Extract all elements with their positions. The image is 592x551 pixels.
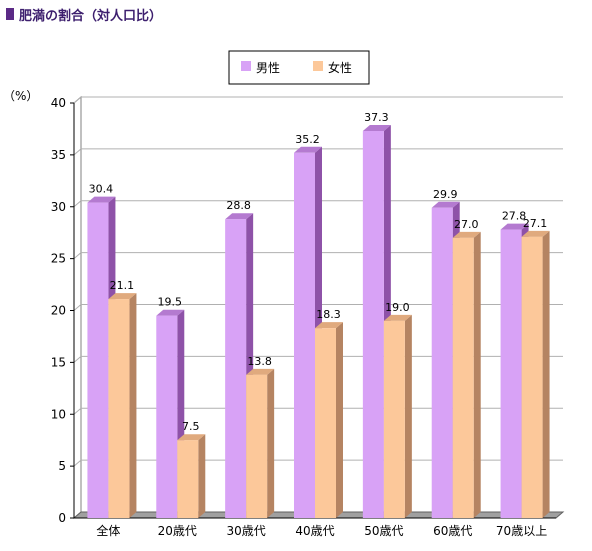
- y-tick-label: 35: [51, 148, 66, 162]
- bar-female: [452, 237, 474, 518]
- bar-male: [294, 152, 315, 519]
- y-tick-label: 30: [51, 200, 66, 214]
- y-axis-label: （%）: [3, 89, 38, 103]
- y-tick-label: 10: [51, 407, 66, 421]
- bar-top-male: [225, 213, 254, 220]
- data-label-male: 28.8: [226, 199, 251, 212]
- bar-male: [225, 219, 247, 518]
- bar-top-female: [315, 322, 343, 329]
- bar-male: [156, 315, 178, 518]
- title-marker-icon: [6, 8, 14, 20]
- bar-top-male: [362, 125, 391, 132]
- bar-side-female: [198, 434, 206, 518]
- data-label-female: 27.0: [454, 218, 479, 231]
- x-tick-label: 40歳代: [295, 524, 334, 538]
- data-label-male: 37.3: [364, 111, 389, 124]
- bar-top-male: [431, 201, 460, 208]
- legend: 男性 女性: [228, 50, 370, 85]
- y-tick-label: 25: [51, 252, 66, 266]
- bar-side-female: [473, 231, 481, 518]
- data-label-male: 19.5: [158, 296, 183, 309]
- legend-swatch-male: [241, 61, 251, 71]
- bar-side-female: [336, 322, 343, 518]
- bar-female: [108, 299, 130, 518]
- gridline: [73, 96, 82, 104]
- bar-top-female: [521, 230, 550, 237]
- legend-label-female: 女性: [328, 60, 352, 75]
- y-tick-label: 5: [58, 459, 66, 473]
- y-tick-label: 40: [51, 96, 66, 110]
- y-tick-label: 15: [51, 355, 66, 369]
- bar-side-female: [129, 293, 137, 518]
- data-label-female: 18.3: [316, 308, 341, 321]
- legend-label-male: 男性: [256, 61, 280, 75]
- gridline: [73, 459, 82, 467]
- gridline: [73, 200, 82, 208]
- axis-layer: 0 5 10 15 20 25 30 35 40: [51, 96, 556, 525]
- y-tick-label: 0: [58, 511, 66, 525]
- bar-top-female: [452, 231, 481, 238]
- bar-top-male: [500, 223, 529, 230]
- x-tick-label: 30歳代: [227, 524, 266, 538]
- gridline: [73, 148, 82, 156]
- bars-layer: [87, 125, 550, 519]
- x-tick-label: 全体: [96, 523, 120, 538]
- data-label-male: 27.8: [502, 210, 527, 223]
- bar-female: [177, 440, 199, 518]
- data-label-female: 19.0: [385, 301, 410, 314]
- data-label-female: 21.1: [110, 279, 135, 292]
- gridline: [73, 304, 82, 311]
- x-tick-label: 50歳代: [364, 524, 403, 538]
- legend-box: [228, 50, 370, 85]
- bar-top-male: [156, 309, 185, 316]
- bar-female: [383, 320, 405, 518]
- bar-top-male: [87, 196, 116, 203]
- gridline: [73, 252, 82, 260]
- data-label-male: 30.4: [89, 183, 114, 196]
- bar-male: [362, 131, 384, 518]
- data-label-female: 13.8: [247, 355, 272, 368]
- y-tick-label: 20: [51, 304, 66, 318]
- bar-male: [87, 202, 109, 518]
- data-label-female: 27.1: [523, 217, 548, 230]
- x-tick-label: 60歳代: [433, 524, 472, 538]
- bar-side-female: [267, 368, 275, 518]
- bar-male: [500, 229, 522, 518]
- x-tick-label: 70歳以上: [496, 524, 547, 538]
- gridline: [73, 407, 82, 415]
- bar-female: [246, 374, 268, 518]
- bar-male: [431, 207, 453, 518]
- bar-top-female: [383, 314, 412, 321]
- bar-top-female: [246, 368, 275, 375]
- bar-side-female: [404, 314, 412, 518]
- chart-title-row: 肥満の割合（対人口比）: [6, 6, 163, 24]
- data-label-female: 7.5: [182, 420, 200, 433]
- data-label-male: 29.9: [433, 188, 458, 201]
- gridline: [73, 355, 82, 363]
- bar-female: [315, 328, 336, 518]
- bar-top-female: [108, 293, 137, 300]
- bar-top-female: [177, 434, 206, 441]
- bar-top-male: [294, 146, 322, 153]
- labels-layer: 30.4 21.1 全体 19.5 7.5 20歳代 28.8 13.8 30歳代 35.2 18.…: [89, 111, 548, 538]
- chart-title: 肥満の割合（対人口比）: [19, 8, 163, 24]
- x-tick-label: 20歳代: [158, 524, 197, 538]
- data-label-male: 35.2: [295, 133, 320, 146]
- bar-female: [521, 236, 543, 518]
- bar-side-female: [542, 230, 550, 518]
- legend-swatch-female: [313, 61, 323, 71]
